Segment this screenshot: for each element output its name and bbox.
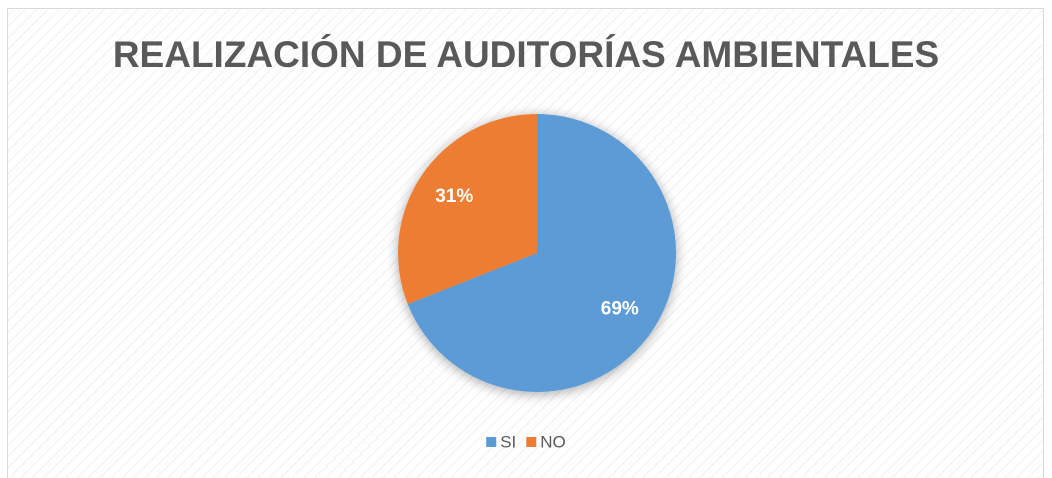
legend-label: NO	[540, 432, 566, 451]
chart-title: REALIZACIÓN DE AUDITORÍAS AMBIENTALES	[113, 33, 939, 75]
legend-label: SI	[500, 432, 516, 451]
pie-slice	[407, 114, 676, 392]
pie	[398, 114, 676, 392]
data-label: 31%	[435, 186, 473, 207]
legend-swatch	[526, 437, 537, 447]
legend-swatch	[486, 437, 497, 447]
data-label: 69%	[601, 298, 639, 319]
pie-slice	[398, 114, 537, 305]
